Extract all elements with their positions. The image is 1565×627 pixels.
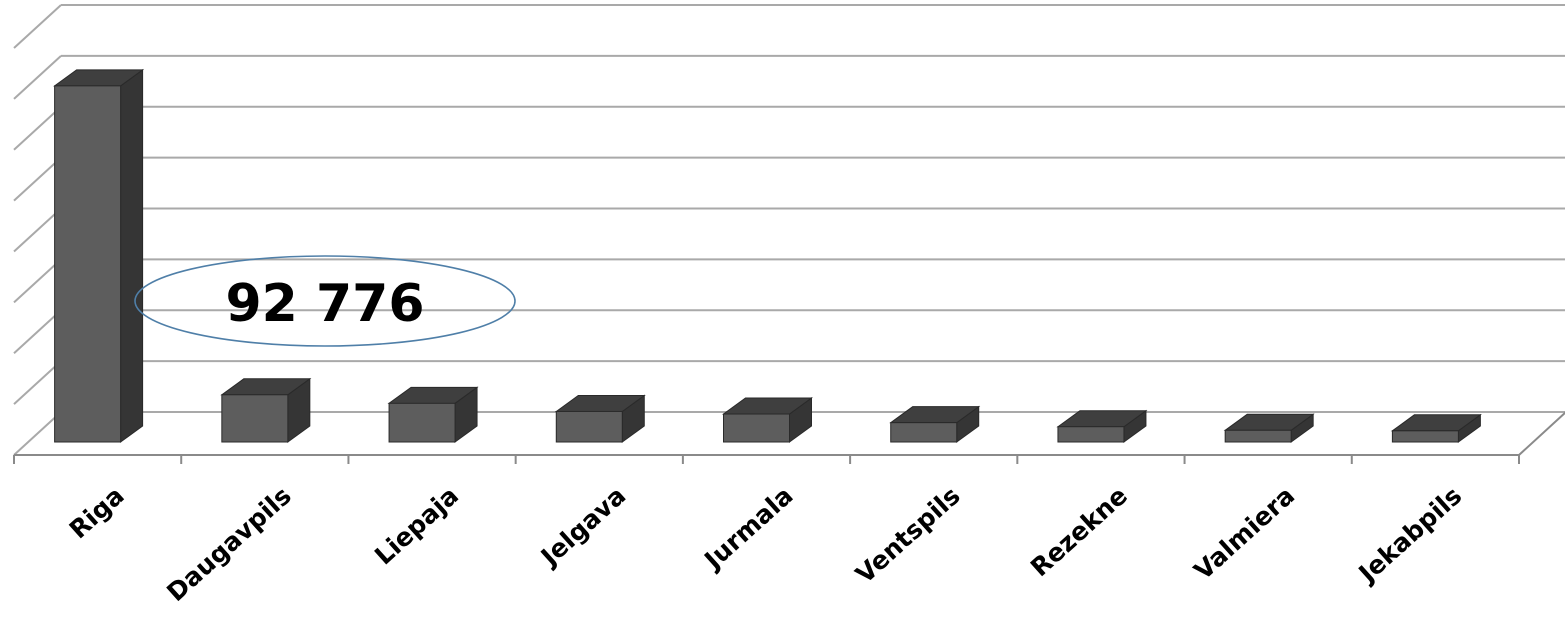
gridlines [13, 4, 1565, 456]
bar-front [723, 413, 790, 443]
value-annotation: 92 776 [134, 255, 516, 347]
tick-labels: Riga Daugavpils Liepaja Jelgava Jurmala Vents… [64, 481, 1468, 607]
gridline-side [13, 55, 62, 100]
gridline-side [13, 360, 62, 405]
category-axis [13, 411, 1565, 464]
floor-edge [1518, 411, 1565, 456]
tick-label: Daugavpils [161, 481, 297, 607]
bar-front [1391, 430, 1459, 443]
gridline-side [13, 106, 62, 151]
bar [53, 68, 145, 443]
tick-label: Liepaja [369, 481, 464, 571]
tick-label: Jelgava [534, 481, 631, 573]
gridline-side [13, 309, 62, 354]
tick-label: Rezekne [1025, 481, 1133, 582]
gridline-side [13, 258, 62, 304]
bar-front [1057, 426, 1125, 443]
bar [1223, 413, 1315, 443]
bar [387, 386, 479, 443]
tick-label: Ventspils [850, 481, 966, 589]
bars [53, 68, 1482, 443]
tick-label: Jurmala [698, 481, 799, 576]
bar-front [890, 422, 958, 443]
gridline-side [13, 207, 62, 253]
bar [1390, 413, 1482, 443]
bar-front [221, 394, 289, 443]
gridline-side [13, 411, 62, 456]
bar-front [388, 402, 456, 443]
tick-label: Valmiera [1188, 481, 1300, 586]
bar-front [555, 410, 623, 443]
tick-label: Jekabpils [1352, 481, 1468, 589]
bar [1056, 409, 1148, 443]
bar-front [54, 85, 122, 443]
bar [554, 394, 646, 443]
annotation-ellipse [134, 255, 516, 347]
annotation-label: 92 776 [225, 274, 424, 334]
bar [721, 397, 814, 443]
bar-side [120, 68, 144, 443]
bar [220, 377, 312, 443]
gridline-side [13, 4, 62, 49]
tick-label: Riga [64, 481, 130, 544]
bar-front [1224, 429, 1292, 443]
gridline-side [13, 156, 62, 202]
bar [889, 405, 981, 443]
